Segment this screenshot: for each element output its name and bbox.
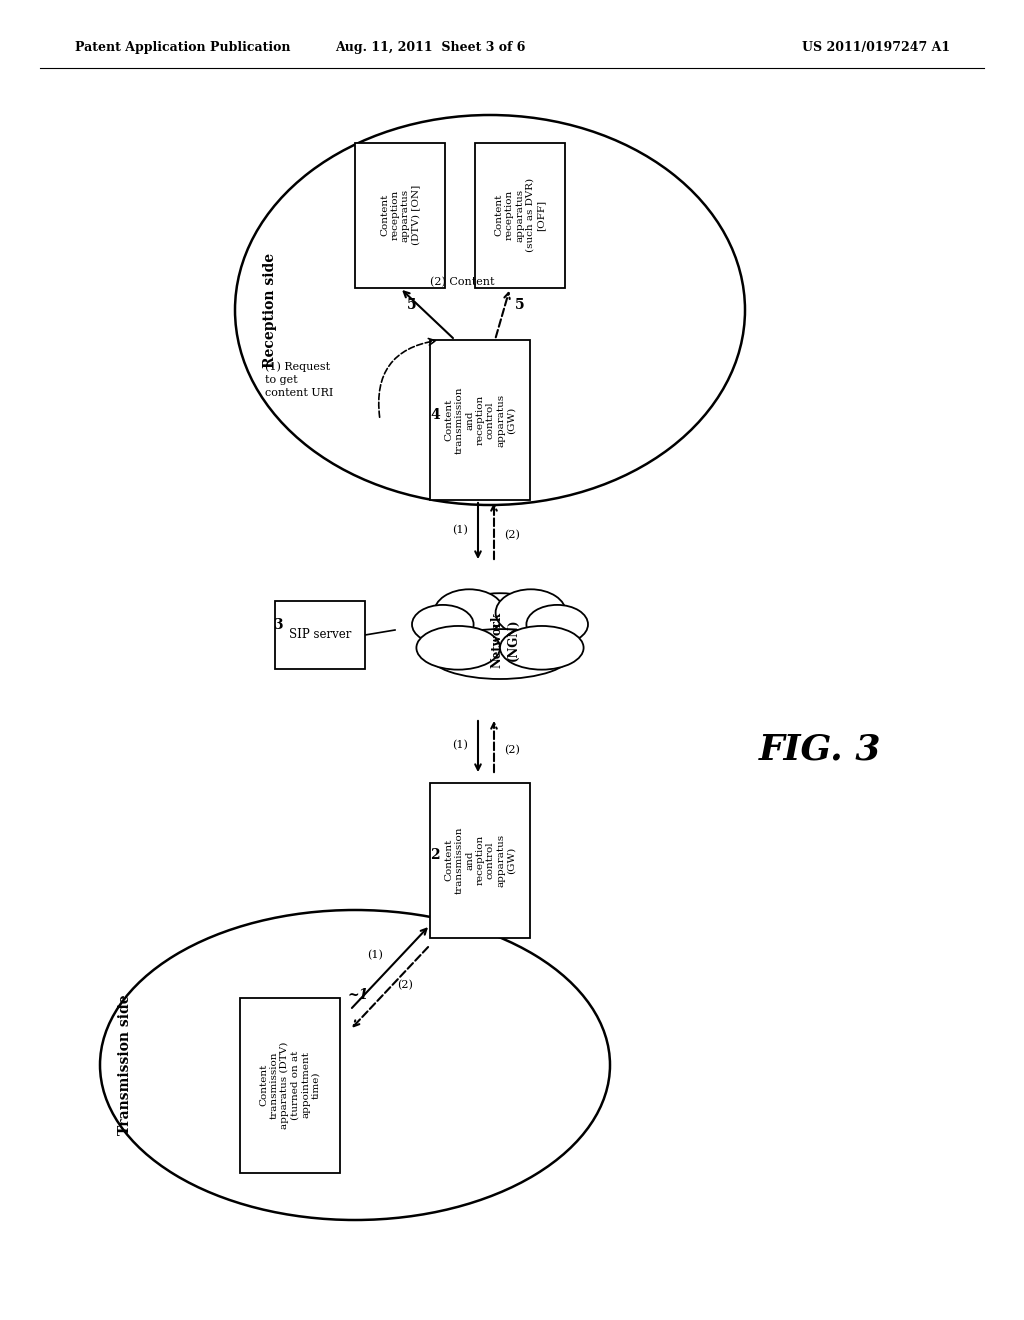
Text: (1): (1)	[452, 739, 468, 750]
Text: Patent Application Publication: Patent Application Publication	[75, 41, 291, 54]
Text: 2: 2	[430, 847, 440, 862]
Text: (2) Content: (2) Content	[430, 277, 495, 286]
Bar	[275, 601, 365, 669]
Bar	[355, 143, 445, 288]
Ellipse shape	[434, 589, 505, 636]
Ellipse shape	[412, 605, 473, 644]
Text: (2): (2)	[397, 979, 413, 990]
Text: (1): (1)	[452, 525, 468, 535]
Text: 4: 4	[430, 408, 440, 422]
Text: ~1: ~1	[347, 987, 369, 1002]
Ellipse shape	[496, 589, 566, 636]
FancyArrowPatch shape	[379, 338, 435, 417]
Text: (2): (2)	[504, 744, 520, 755]
Ellipse shape	[500, 626, 584, 669]
Text: (2): (2)	[504, 529, 520, 540]
Text: 5: 5	[408, 298, 417, 312]
Text: US 2011/0197247 A1: US 2011/0197247 A1	[802, 41, 950, 54]
Text: Transmission side: Transmission side	[118, 995, 132, 1135]
Text: Network
(NGN): Network (NGN)	[490, 612, 519, 668]
Ellipse shape	[439, 593, 560, 664]
Ellipse shape	[417, 626, 500, 669]
Text: (1) Request
to get
content URI: (1) Request to get content URI	[265, 362, 334, 399]
Bar	[475, 143, 565, 288]
Text: Content
transmission
and
reception
control
apparatus
(GW): Content transmission and reception contr…	[444, 826, 516, 894]
Text: Reception side: Reception side	[263, 252, 278, 367]
Ellipse shape	[526, 605, 588, 644]
Text: (1): (1)	[367, 950, 383, 960]
Text: SIP server: SIP server	[289, 628, 351, 642]
Text: 3: 3	[273, 618, 283, 632]
Ellipse shape	[428, 630, 571, 678]
Bar	[430, 783, 530, 937]
Text: Content
transmission
apparatus (DTV)
(turned on at
appointment
time): Content transmission apparatus (DTV) (tu…	[259, 1041, 321, 1129]
Text: Content
transmission
and
reception
control
apparatus
(GW): Content transmission and reception contr…	[444, 387, 516, 454]
Bar	[430, 341, 530, 500]
Text: Content
reception
apparatus
(DTV) [ON]: Content reception apparatus (DTV) [ON]	[380, 185, 420, 246]
Text: FIG. 3: FIG. 3	[759, 733, 882, 767]
Text: Content
reception
apparatus
(such as DVR)
[OFF]: Content reception apparatus (such as DVR…	[495, 178, 546, 252]
Text: 5: 5	[515, 298, 525, 312]
Text: Aug. 11, 2011  Sheet 3 of 6: Aug. 11, 2011 Sheet 3 of 6	[335, 41, 525, 54]
Bar	[240, 998, 340, 1172]
